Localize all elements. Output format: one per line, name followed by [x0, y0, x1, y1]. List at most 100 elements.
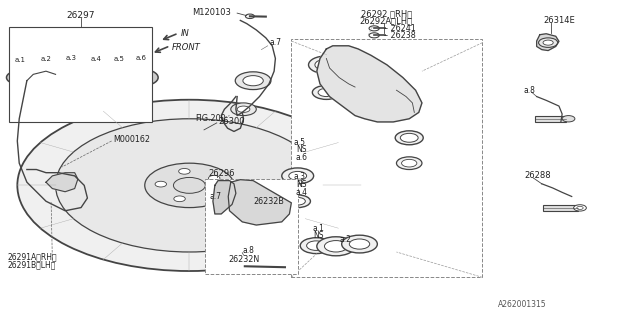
Circle shape [400, 133, 418, 142]
Circle shape [246, 14, 254, 19]
Text: a.6: a.6 [296, 153, 308, 162]
Circle shape [132, 73, 151, 82]
Text: – 26238: – 26238 [384, 31, 415, 40]
Circle shape [174, 196, 186, 202]
Circle shape [37, 73, 55, 82]
Text: a.5: a.5 [293, 138, 305, 147]
Circle shape [30, 69, 62, 85]
Circle shape [290, 197, 305, 205]
Circle shape [209, 175, 220, 181]
Text: 26288: 26288 [524, 172, 550, 180]
Text: 26232B: 26232B [253, 197, 284, 206]
Text: a.8: a.8 [524, 86, 536, 95]
Circle shape [239, 263, 251, 269]
Circle shape [155, 181, 166, 187]
Circle shape [285, 195, 310, 208]
Circle shape [308, 56, 344, 74]
Text: a.3: a.3 [66, 55, 77, 61]
Text: a.4: a.4 [296, 188, 308, 197]
Circle shape [369, 33, 380, 38]
Text: IN: IN [181, 29, 190, 38]
Text: a.4: a.4 [90, 56, 101, 62]
Circle shape [54, 69, 89, 86]
Polygon shape [213, 180, 236, 214]
Polygon shape [317, 46, 422, 122]
Circle shape [396, 157, 422, 170]
Text: 26292A〈LH〉: 26292A〈LH〉 [360, 16, 413, 25]
Text: a.2: a.2 [40, 56, 51, 62]
Text: A262001315: A262001315 [499, 300, 547, 309]
Text: 26297: 26297 [67, 11, 95, 20]
Circle shape [110, 73, 128, 82]
Text: M120103: M120103 [193, 8, 232, 17]
Circle shape [217, 202, 228, 207]
Circle shape [318, 88, 335, 97]
Circle shape [17, 100, 362, 271]
Circle shape [307, 241, 326, 251]
Text: NS: NS [314, 231, 324, 240]
Circle shape [125, 69, 158, 86]
Text: a.1: a.1 [312, 224, 324, 233]
Circle shape [237, 106, 250, 112]
Text: NS: NS [296, 145, 307, 154]
Text: FRONT: FRONT [172, 43, 201, 52]
Circle shape [236, 72, 271, 90]
Circle shape [324, 241, 348, 252]
Circle shape [312, 85, 340, 100]
Circle shape [282, 168, 314, 184]
Circle shape [317, 237, 355, 256]
Polygon shape [228, 180, 291, 225]
Circle shape [338, 59, 364, 72]
Text: M000162: M000162 [113, 135, 150, 144]
Circle shape [88, 73, 104, 82]
Text: 26291B〈LH〉: 26291B〈LH〉 [8, 261, 56, 270]
Circle shape [62, 73, 81, 82]
Text: FIG.200: FIG.200 [196, 114, 227, 123]
Circle shape [56, 119, 323, 252]
Circle shape [300, 238, 332, 253]
Bar [536, 116, 566, 122]
Circle shape [395, 131, 423, 145]
Bar [291, 39, 483, 277]
Circle shape [103, 69, 135, 85]
Bar [9, 27, 152, 122]
Circle shape [577, 206, 583, 210]
Circle shape [342, 90, 360, 99]
Circle shape [543, 40, 553, 45]
Circle shape [573, 205, 586, 211]
Text: 26314E: 26314E [543, 16, 575, 25]
Circle shape [289, 172, 307, 180]
Circle shape [231, 103, 256, 116]
Circle shape [81, 70, 111, 85]
Circle shape [243, 76, 263, 86]
Circle shape [369, 26, 380, 31]
Text: a.3: a.3 [293, 172, 305, 181]
Circle shape [342, 235, 378, 253]
Circle shape [179, 168, 190, 174]
Circle shape [173, 178, 205, 193]
Text: a.6: a.6 [136, 55, 147, 61]
Text: NS: NS [296, 180, 307, 188]
Text: a.1: a.1 [15, 57, 26, 63]
Circle shape [207, 191, 219, 196]
Circle shape [315, 59, 338, 70]
Bar [543, 205, 578, 211]
Text: a.2: a.2 [339, 236, 351, 244]
Polygon shape [537, 34, 559, 51]
Text: 26296: 26296 [209, 169, 235, 178]
Text: a.7: a.7 [269, 38, 281, 47]
Circle shape [562, 116, 575, 122]
Text: – 26241: – 26241 [384, 24, 415, 33]
Text: a.7: a.7 [210, 192, 222, 201]
Text: 26232N: 26232N [228, 255, 259, 264]
Text: 26291A〈RH〉: 26291A〈RH〉 [8, 252, 58, 261]
Circle shape [335, 86, 367, 102]
Text: a.5: a.5 [114, 56, 125, 62]
Circle shape [12, 73, 29, 82]
Circle shape [145, 163, 234, 208]
Bar [205, 179, 298, 274]
Text: 26300: 26300 [218, 117, 244, 126]
Circle shape [401, 159, 417, 167]
Text: 26292 〈RH〉: 26292 〈RH〉 [362, 10, 413, 19]
Circle shape [330, 55, 371, 76]
